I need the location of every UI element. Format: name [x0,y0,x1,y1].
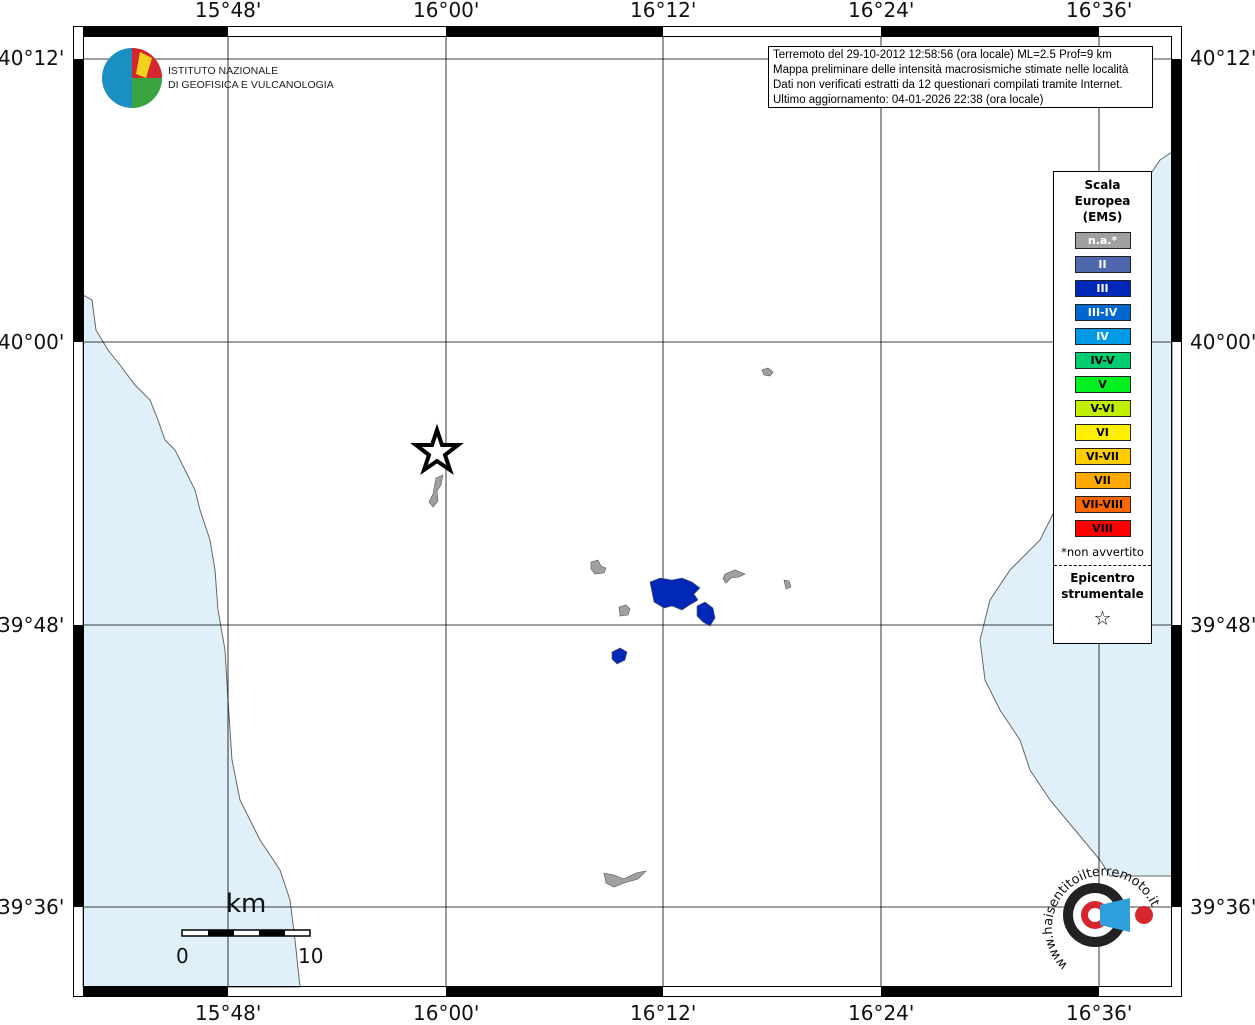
lat-label-left: 39°48' [0,613,65,637]
lon-label-top: 16°00' [413,0,480,22]
legend-title-line: Scala [1084,178,1121,192]
info-line: Ultimo aggiornamento: 04-01-2026 22:38 (… [773,94,1044,106]
lon-label-top: 16°36' [1066,0,1133,22]
hsit-logo-icon [1063,883,1153,947]
map-outer-frame [73,26,1182,997]
legend-swatch: VII-VIII [1074,496,1131,513]
info-line: Terremoto del 29-10-2012 12:58:56 (ora l… [773,49,1112,61]
scale-min: 0 [176,944,189,968]
legend-title-line: Europea [1074,194,1131,208]
epicenter-label-line: strumentale [1061,587,1144,601]
lat-label-left: 40°12' [0,46,65,70]
legend-swatch: IV-V [1074,352,1131,369]
municipality-na [603,870,647,888]
legend-swatches: n.a.* II III III-IV IV IV-V V V-VI VI VI-VII VII VI… [1054,232,1151,537]
earthquake-info-box: Terremoto del 29-10-2012 12:58:56 (ora l… [768,46,1153,108]
scale-max: 10 [298,944,324,968]
legend-divider [1054,565,1151,566]
legend-swatch: VI [1074,424,1131,441]
lon-label-top: 15°48' [195,0,262,22]
lon-label-bottom: 16°24' [848,1001,915,1025]
ingv-line1: ISTITUTO NAZIONALE [168,65,279,77]
lon-label-top: 16°12' [630,0,697,22]
ems-legend: Scala Europea (EMS) n.a.* II III III-IV IV IV… [1053,171,1152,644]
municipality-na [590,559,607,575]
epicenter-label-line: Epicentro [1070,571,1135,585]
epicenter-legend-label: Epicentro strumentale [1054,570,1151,602]
lon-label-bottom: 16°12' [630,1001,697,1025]
legend-swatch: VI-VII [1074,448,1131,465]
lat-label-right: 39°48' [1190,613,1255,637]
lat-label-right: 40°12' [1190,46,1255,70]
lon-label-bottom: 16°00' [413,1001,480,1025]
legend-swatch: V [1074,376,1131,393]
info-line: Dati non verificati estratti da 12 quest… [773,79,1123,91]
legend-title-line: (EMS) [1082,210,1123,224]
legend-swatch: IV [1074,328,1131,345]
legend-swatch: n.a.* [1074,232,1131,249]
municipality-na [783,579,792,590]
municipality-na [722,569,746,584]
lat-label-right: 40°00' [1190,330,1255,354]
lon-label-bottom: 16°36' [1066,1001,1133,1025]
municipalities [428,367,792,888]
lat-label-left: 39°36' [0,895,65,919]
scale-bar [181,929,311,937]
legend-swatch: II [1074,256,1131,273]
lon-label-bottom: 15°48' [195,1001,262,1025]
epicenter-star-icon[interactable] [410,423,464,476]
map-inner-frame [83,36,1172,987]
legend-swatch: III [1074,280,1131,297]
legend-note: *non avvertito [1061,545,1144,559]
municipality-iii [611,647,628,665]
municipality-iii [649,577,701,611]
ingv-logo-text: ISTITUTO NAZIONALE DI GEOFISICA E VULCAN… [168,64,334,92]
lat-label-left: 40°00' [0,330,65,354]
ingv-logo-icon [102,48,162,108]
municipality-na [428,474,444,508]
municipality-iii-iv [696,601,716,627]
scale-unit: km [226,889,267,919]
lat-label-right: 39°36' [1190,895,1255,919]
sea-tyrrhenian [82,294,301,988]
frame-ticks [74,27,1181,996]
legend-swatch: VII [1074,472,1131,489]
legend-swatch: VIII [1074,520,1131,537]
epicenter-star-legend-icon: ☆ [1093,606,1112,630]
legend-swatch: III-IV [1074,304,1131,321]
ingv-line2: DI GEOFISICA E VULCANOLOGIA [168,79,334,91]
municipality-na [761,367,774,377]
municipality-na [618,604,631,617]
legend-swatch: V-VI [1074,400,1131,417]
legend-title: Scala Europea (EMS) [1054,177,1151,225]
lon-label-top: 16°24' [848,0,915,22]
info-line: Mappa preliminare delle intensità macros… [773,64,1129,76]
